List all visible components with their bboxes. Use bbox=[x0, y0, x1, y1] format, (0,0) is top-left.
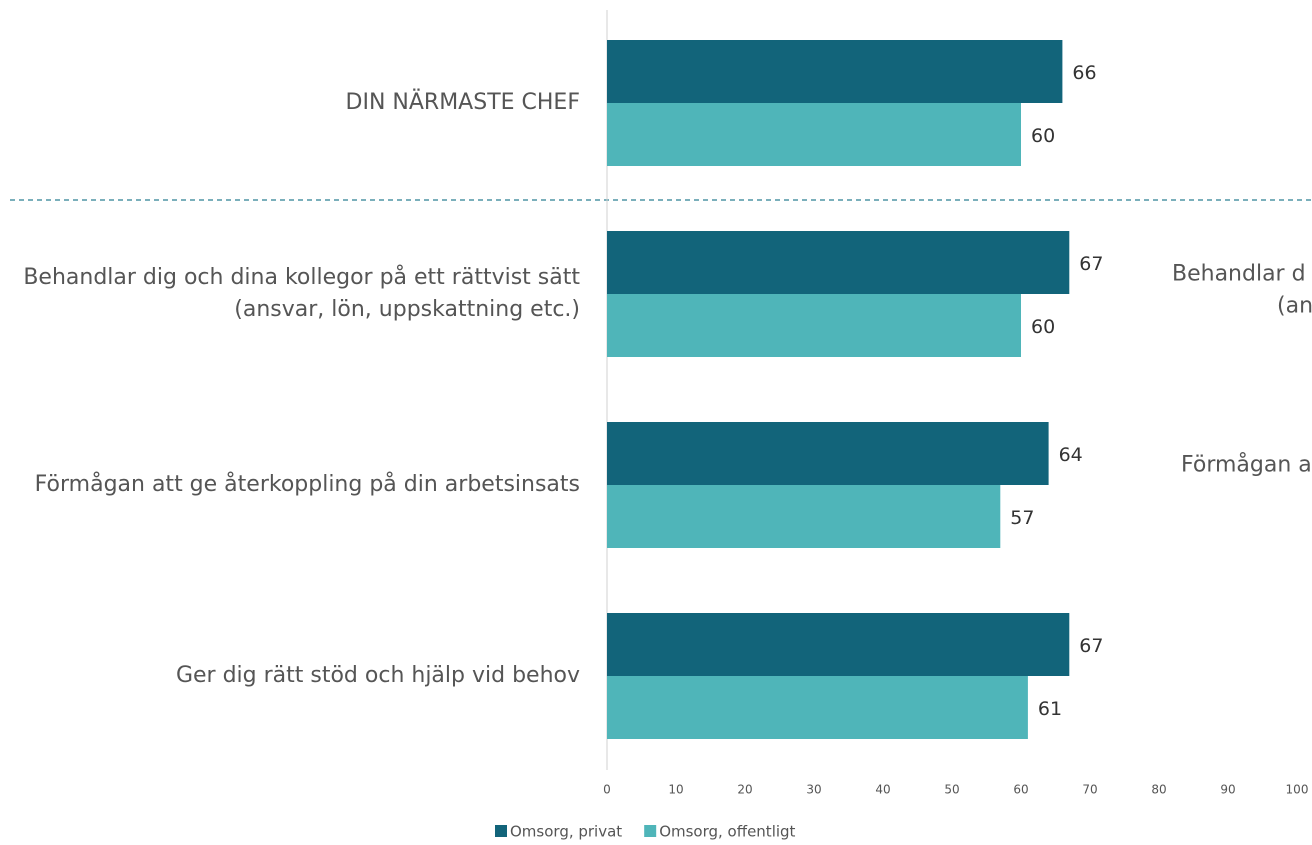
bar bbox=[607, 613, 1070, 676]
x-tick-label: 10 bbox=[668, 783, 683, 797]
x-tick-label: 20 bbox=[737, 783, 752, 797]
data-label: 60 bbox=[1031, 125, 1055, 147]
category-label: Förmågan att ge återkoppling på din arbe… bbox=[34, 472, 580, 497]
category-label: DIN NÄRMASTE CHEF bbox=[345, 90, 580, 115]
data-label: 67 bbox=[1079, 253, 1103, 275]
legend-label: Omsorg, privat bbox=[510, 823, 622, 841]
data-label: 61 bbox=[1038, 698, 1062, 720]
data-label: 57 bbox=[1010, 507, 1034, 529]
x-tick-label: 50 bbox=[944, 783, 959, 797]
legend-swatch bbox=[644, 825, 657, 837]
x-tick-label: 70 bbox=[1082, 783, 1097, 797]
bar bbox=[607, 231, 1070, 294]
data-label: 67 bbox=[1079, 635, 1103, 657]
bar bbox=[607, 485, 1001, 548]
clipped-label: Förmågan a bbox=[1181, 452, 1312, 478]
category-label: Behandlar dig och dina kollegor på ett r… bbox=[23, 265, 580, 322]
bar bbox=[607, 422, 1049, 485]
x-tick-label: 30 bbox=[806, 783, 821, 797]
x-tick-label: 100 bbox=[1286, 783, 1309, 797]
x-tick-label: 60 bbox=[1013, 783, 1028, 797]
x-tick-label: 0 bbox=[603, 783, 611, 797]
bar bbox=[607, 40, 1063, 103]
data-label: 66 bbox=[1072, 62, 1096, 84]
data-label: 64 bbox=[1059, 444, 1083, 466]
category-label: Ger dig rätt stöd och hjälp vid behov bbox=[175, 663, 580, 688]
legend-swatch bbox=[495, 825, 507, 837]
x-tick-label: 40 bbox=[875, 783, 890, 797]
clipped-label: (an bbox=[1277, 293, 1312, 319]
bar bbox=[607, 294, 1021, 357]
x-tick-label: 90 bbox=[1220, 783, 1235, 797]
data-label: 60 bbox=[1031, 316, 1055, 338]
bar bbox=[607, 676, 1028, 739]
clipped-label: Behandlar d bbox=[1172, 261, 1306, 287]
bar bbox=[607, 103, 1021, 166]
x-tick-label: 80 bbox=[1151, 783, 1166, 797]
legend-label: Omsorg, offentligt bbox=[659, 823, 795, 841]
